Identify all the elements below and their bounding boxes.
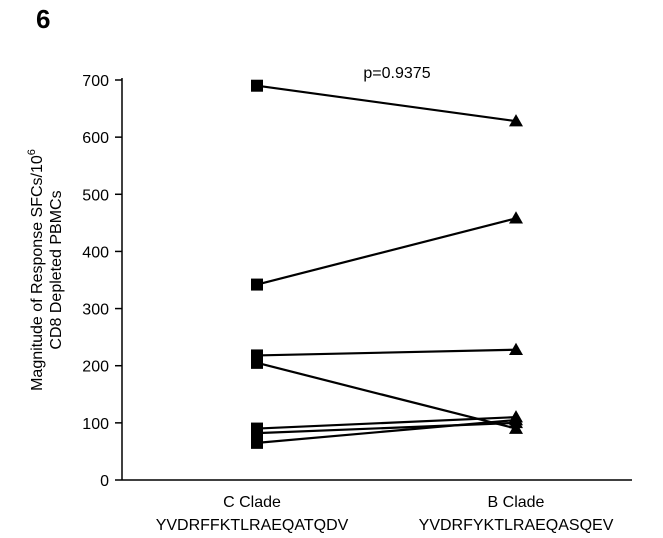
y-tick-label: 100 — [82, 416, 109, 433]
c-clade-square-marker — [251, 278, 263, 291]
b-clade-triangle-marker — [509, 114, 523, 127]
y-tick-label: 600 — [82, 130, 109, 147]
pair-line — [256, 416, 517, 430]
panel-label: 6 — [36, 4, 50, 34]
b-clade-triangle-marker — [509, 342, 523, 355]
plot-area: 0 100 200 300 400 500 600 700 p=0.9375 — [82, 65, 632, 490]
y-tick-label: 200 — [82, 359, 109, 376]
y-ticks: 0 100 200 300 400 500 600 700 — [82, 73, 122, 490]
y-axis-label-line-2: CD8 Depleted PBMCs — [48, 190, 65, 349]
y-tick-label: 700 — [82, 73, 109, 90]
y-tick-label: 0 — [100, 473, 109, 490]
c-clade-square-marker — [251, 79, 263, 92]
pair-line — [256, 84, 517, 123]
pair-line — [256, 418, 517, 444]
b-clade-triangle-marker — [509, 211, 523, 224]
x-category-sublabel-c-clade: YVDRFFKTLRAEQATQDV — [156, 517, 349, 534]
pair-line — [256, 217, 517, 286]
data-markers — [251, 79, 523, 449]
x-category-sublabel-b-clade: YVDRFYKTLRAEQASQEV — [419, 517, 614, 534]
pair-line — [256, 361, 517, 430]
y-tick-label: 400 — [82, 244, 109, 261]
p-value-annotation: p=0.9375 — [363, 65, 430, 82]
c-clade-square-marker — [251, 436, 263, 449]
y-tick-label: 300 — [82, 302, 109, 319]
pair-line — [256, 348, 517, 357]
c-clade-square-marker — [251, 356, 263, 369]
y-axis-label: Magnitude of Response SFCs/106 CD8 Deple… — [26, 149, 65, 391]
c-clade-square-marker — [251, 427, 263, 440]
y-axis-label-superscript: 6 — [26, 149, 38, 155]
b-clade-triangle-marker — [509, 413, 523, 426]
x-category-labels: C Clade YVDRFFKTLRAEQATQDV B Clade YVDRF… — [156, 494, 614, 534]
paired-lines — [256, 84, 517, 444]
y-axis-label-line-1: Magnitude of Response SFCs/106 — [26, 149, 46, 391]
x-category-label-b-clade: B Clade — [488, 494, 545, 511]
x-category-label-c-clade: C Clade — [223, 494, 281, 511]
y-tick-label: 500 — [82, 187, 109, 204]
y-axis-label-line-1-text: Magnitude of Response SFCs/10 — [29, 155, 46, 391]
